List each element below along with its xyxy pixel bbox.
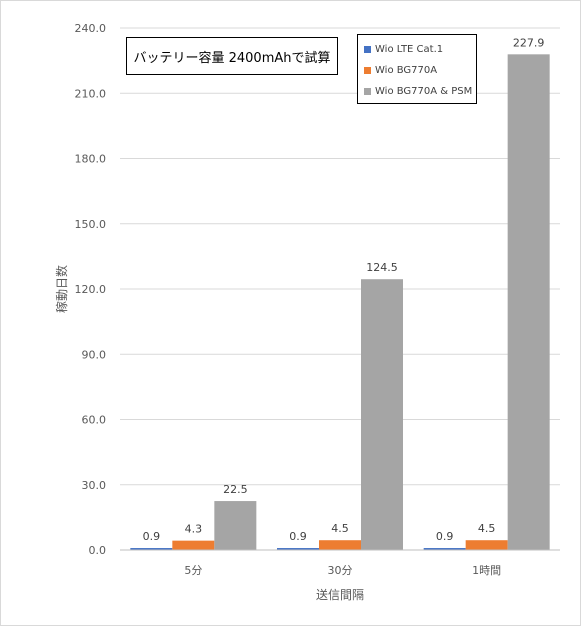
data-label: 0.9 bbox=[143, 530, 161, 543]
legend-label: Wio BG770A & PSM bbox=[375, 86, 473, 97]
legend-swatch bbox=[364, 67, 371, 74]
bar bbox=[423, 548, 466, 550]
x-tick-label: 30分 bbox=[328, 564, 353, 577]
bar bbox=[507, 54, 550, 550]
y-tick-label: 180.0 bbox=[75, 153, 107, 166]
bar bbox=[172, 540, 215, 550]
bars bbox=[130, 54, 550, 550]
data-label: 0.9 bbox=[436, 530, 454, 543]
gridlines bbox=[120, 27, 560, 486]
data-label: 4.5 bbox=[478, 522, 496, 535]
bar bbox=[214, 501, 257, 550]
y-tick-label: 0.0 bbox=[89, 544, 107, 557]
bar bbox=[361, 279, 403, 550]
legend-swatch bbox=[364, 88, 371, 95]
x-axis-title: 送信間隔 bbox=[316, 587, 364, 602]
y-tick-label: 90.0 bbox=[82, 348, 107, 361]
y-tick-label: 210.0 bbox=[75, 87, 107, 100]
legend: Wio LTE Cat.1 Wio BG770A Wio BG770A & PS… bbox=[357, 34, 477, 104]
data-label: 0.9 bbox=[289, 530, 307, 543]
legend-swatch bbox=[364, 46, 371, 53]
y-axis-ticks: 0.0 30.0 60.0 90.0 120.0 150.0 180.0 210.0 240.0 bbox=[75, 22, 107, 557]
x-tick-label: 5分 bbox=[184, 564, 202, 577]
y-tick-label: 150.0 bbox=[75, 218, 107, 231]
data-label: 124.5 bbox=[366, 261, 398, 274]
bar bbox=[465, 540, 508, 550]
legend-item: Wio LTE Cat.1 bbox=[364, 39, 476, 60]
y-tick-label: 240.0 bbox=[75, 22, 107, 35]
y-tick-label: 60.0 bbox=[82, 414, 107, 427]
bar bbox=[130, 548, 173, 550]
legend-label: Wio LTE Cat.1 bbox=[375, 44, 444, 55]
data-label: 227.9 bbox=[513, 36, 545, 49]
data-label: 4.5 bbox=[331, 522, 349, 535]
legend-label: Wio BG770A bbox=[375, 65, 438, 76]
y-tick-label: 120.0 bbox=[75, 283, 107, 296]
x-axis-ticks: 5分 30分 1時間 bbox=[184, 564, 501, 577]
y-axis-title: 稼動日数 bbox=[54, 265, 69, 313]
data-labels: 0.9 4.3 22.5 0.9 4.5 124.5 0.9 4.5 227.9 bbox=[143, 36, 545, 543]
legend-item: Wio BG770A & PSM bbox=[364, 81, 476, 102]
data-label: 22.5 bbox=[223, 483, 248, 496]
data-label: 4.3 bbox=[185, 523, 203, 536]
legend-item: Wio BG770A bbox=[364, 60, 476, 81]
y-tick-label: 30.0 bbox=[82, 479, 107, 492]
bar bbox=[277, 548, 319, 550]
bar bbox=[319, 540, 361, 550]
chart-annotation: バッテリー容量 2400mAhで試算 bbox=[126, 37, 338, 75]
x-tick-label: 1時間 bbox=[472, 564, 501, 577]
